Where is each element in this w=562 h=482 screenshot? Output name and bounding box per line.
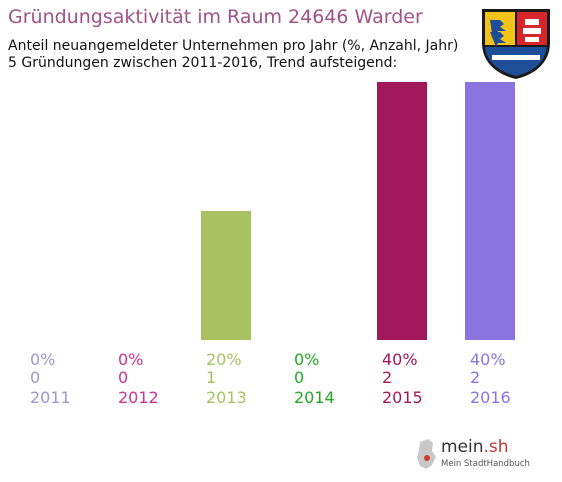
year-label-2012: 2012 xyxy=(118,388,159,407)
year-label-2011: 2011 xyxy=(30,388,71,407)
year-label-2014: 2014 xyxy=(294,388,335,407)
bar-2015 xyxy=(377,82,427,340)
logo-tagline: Mein StadtHandbuch xyxy=(441,459,530,469)
chart-title: Gründungsaktivität im Raum 24646 Warder xyxy=(8,6,423,28)
percent-label-2012: 0% xyxy=(118,350,143,369)
year-label-2015: 2015 xyxy=(382,388,423,407)
logo-wordmark: mein.sh xyxy=(441,437,509,457)
year-label-2016: 2016 xyxy=(470,388,511,407)
percent-label-2014: 0% xyxy=(294,350,319,369)
percent-label-2011: 0% xyxy=(30,350,55,369)
bar-2013 xyxy=(201,211,251,340)
count-label-2011: 0 xyxy=(30,368,40,387)
mein-sh-logo-icon xyxy=(412,432,528,474)
percent-label-2016: 40% xyxy=(470,350,506,369)
count-label-2013: 1 xyxy=(206,368,216,387)
year-label-2013: 2013 xyxy=(206,388,247,407)
coat-of-arms-icon xyxy=(482,9,550,79)
percent-label-2013: 20% xyxy=(206,350,242,369)
percent-label-2015: 40% xyxy=(382,350,418,369)
count-label-2015: 2 xyxy=(382,368,392,387)
count-label-2016: 2 xyxy=(470,368,480,387)
count-label-2014: 0 xyxy=(294,368,304,387)
bar-2016 xyxy=(465,82,515,340)
chart-subtitle-line-2: 5 Gründungen zwischen 2011-2016, Trend a… xyxy=(8,55,398,71)
count-label-2012: 0 xyxy=(118,368,128,387)
chart-subtitle-line-1: Anteil neuangemeldeter Unternehmen pro J… xyxy=(8,38,459,54)
